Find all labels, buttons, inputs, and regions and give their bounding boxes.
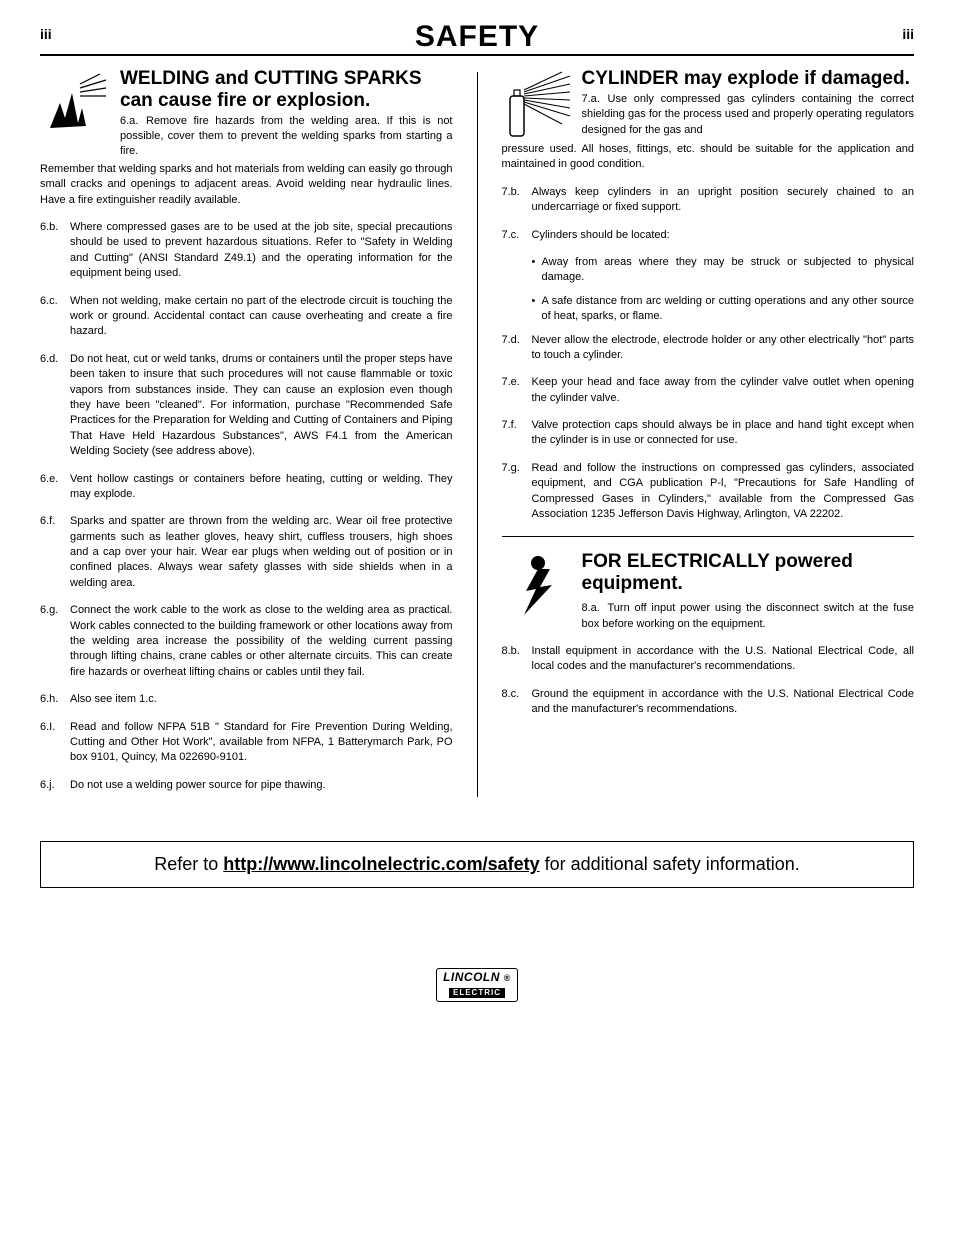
footer-prefix: Refer to [154, 854, 223, 874]
continuation-text: Remember that welding sparks and hot mat… [40, 162, 453, 208]
list-item: 7.d.Never allow the electrode, electrode… [502, 333, 915, 364]
item-number: 7.b. [502, 185, 532, 216]
item-text: Valve protection caps should always be i… [532, 418, 915, 449]
left-column: WELDING and CUTTING SPARKS can cause fir… [40, 68, 453, 805]
continuation-text: pressure used. All hoses, fittings, etc.… [502, 142, 915, 173]
item-number: 7.c. [502, 228, 532, 243]
electric-shock-icon [502, 551, 574, 623]
list-item: 7.b.Always keep cylinders in an upright … [502, 185, 915, 216]
item-number: 7.f. [502, 418, 532, 449]
section-title: FOR ELECTRICALLY powered equipment. [582, 551, 915, 595]
item-text: Sparks and spatter are thrown from the w… [70, 514, 453, 591]
list-item: 6.e.Vent hollow castings or containers b… [40, 472, 453, 503]
item-text: Turn off input power using the disconnec… [582, 602, 915, 629]
item-number: 6.I. [40, 720, 70, 766]
sub-item-text: Away from areas where they may be struck… [542, 255, 915, 286]
section-title: WELDING and CUTTING SPARKS can cause fir… [120, 68, 453, 112]
section-divider [502, 536, 915, 537]
item-number: 6.c. [40, 294, 70, 340]
item-number: 7.g. [502, 461, 532, 523]
list-item: 6.g.Connect the work cable to the work a… [40, 603, 453, 680]
sub-item-text: A safe distance from arc welding or cutt… [542, 294, 915, 325]
sub-list-item: •Away from areas where they may be struc… [532, 255, 915, 286]
item-number: 8.c. [502, 687, 532, 718]
section-heading-cylinder: CYLINDER may explode if damaged. 7.a.Use… [502, 68, 915, 140]
item-text: Never allow the electrode, electrode hol… [532, 333, 915, 364]
sub-list-item: •A safe distance from arc welding or cut… [532, 294, 915, 325]
item-list-right-b: 8.b.Install equipment in accordance with… [502, 644, 915, 718]
item-text: When not welding, make certain no part o… [70, 294, 453, 340]
list-item: 6.d.Do not heat, cut or weld tanks, drum… [40, 352, 453, 460]
cylinder-explode-icon [502, 68, 574, 140]
item-text: Cylinders should be located: [532, 228, 915, 243]
item-number: 7.a. [582, 92, 608, 107]
item-text: Where compressed gases are to be used at… [70, 220, 453, 282]
two-column-layout: WELDING and CUTTING SPARKS can cause fir… [40, 68, 914, 805]
item-text: Ground the equipment in accordance with … [532, 687, 915, 718]
page-title: SAFETY [40, 20, 914, 54]
page-number-left: iii [40, 26, 52, 42]
fire-sparks-icon [40, 68, 112, 140]
list-item: 8.b.Install equipment in accordance with… [502, 644, 915, 675]
lincoln-electric-logo: LINCOLN ® ELECTRIC [436, 968, 518, 1002]
list-item: 7.e.Keep your head and face away from th… [502, 375, 915, 406]
list-item: 7.f.Valve protection caps should always … [502, 418, 915, 449]
item-number: 6.d. [40, 352, 70, 460]
item-number: 6.e. [40, 472, 70, 503]
bullet-icon: • [532, 294, 542, 325]
item-number: 6.j. [40, 778, 70, 793]
first-item: 7.a.Use only compressed gas cylinders co… [582, 92, 915, 138]
list-item: 8.c.Ground the equipment in accordance w… [502, 687, 915, 718]
item-number: 8.b. [502, 644, 532, 675]
list-item: 7.c.Cylinders should be located: [502, 228, 915, 243]
item-list-left: 6.b.Where compressed gases are to be use… [40, 220, 453, 793]
item-text: Vent hollow castings or containers befor… [70, 472, 453, 503]
item-text: Connect the work cable to the work as cl… [70, 603, 453, 680]
item-number: 8.a. [582, 601, 608, 616]
item-text: Remove fire hazards from the welding are… [120, 115, 453, 158]
item-text: Install equipment in accordance with the… [532, 644, 915, 675]
list-item: 6.h.Also see item 1.c. [40, 692, 453, 707]
section-heading-welding: WELDING and CUTTING SPARKS can cause fir… [40, 68, 453, 160]
list-item: 6.c.When not welding, make certain no pa… [40, 294, 453, 340]
item-text: Read and follow the instructions on comp… [532, 461, 915, 523]
item-text: Do not heat, cut or weld tanks, drums or… [70, 352, 453, 460]
item-number: 6.h. [40, 692, 70, 707]
item-list-right-a: 7.b.Always keep cylinders in an upright … [502, 185, 915, 523]
section-title: CYLINDER may explode if damaged. [582, 68, 915, 90]
item-text: Always keep cylinders in an upright posi… [532, 185, 915, 216]
right-column: CYLINDER may explode if damaged. 7.a.Use… [502, 68, 915, 805]
page-header: iii SAFETY iii [40, 20, 914, 56]
first-item: 6.a.Remove fire hazards from the welding… [120, 114, 453, 160]
page-number-right: iii [902, 26, 914, 42]
item-text: Also see item 1.c. [70, 692, 453, 707]
section-heading-electrical: FOR ELECTRICALLY powered equipment. 8.a.… [502, 551, 915, 631]
item-number: 6.f. [40, 514, 70, 591]
item-number: 6.a. [120, 114, 146, 129]
vertical-divider [477, 72, 478, 797]
item-text: Use only compressed gas cylinders contai… [582, 93, 915, 136]
safety-link[interactable]: http://www.lincolnelectric.com/safety [223, 854, 539, 874]
footer-suffix: for additional safety information. [540, 854, 800, 874]
footer-reference-box: Refer to http://www.lincolnelectric.com/… [40, 841, 914, 888]
bullet-icon: • [532, 255, 542, 286]
list-item: 7.g.Read and follow the instructions on … [502, 461, 915, 523]
item-number: 6.g. [40, 603, 70, 680]
first-item: 8.a.Turn off input power using the disco… [582, 601, 915, 632]
item-number: 7.d. [502, 333, 532, 364]
list-item: 6.j.Do not use a welding power source fo… [40, 778, 453, 793]
list-item: 6.b.Where compressed gases are to be use… [40, 220, 453, 282]
item-text: Do not use a welding power source for pi… [70, 778, 453, 793]
logo-container: LINCOLN ® ELECTRIC [40, 968, 914, 1002]
item-text: Read and follow NFPA 51B " Standard for … [70, 720, 453, 766]
item-text: Keep your head and face away from the cy… [532, 375, 915, 406]
list-item: 6.I.Read and follow NFPA 51B " Standard … [40, 720, 453, 766]
logo-line1: LINCOLN [443, 970, 500, 984]
list-item: 6.f.Sparks and spatter are thrown from t… [40, 514, 453, 591]
item-number: 7.e. [502, 375, 532, 406]
item-number: 6.b. [40, 220, 70, 282]
logo-line2: ELECTRIC [449, 988, 505, 998]
